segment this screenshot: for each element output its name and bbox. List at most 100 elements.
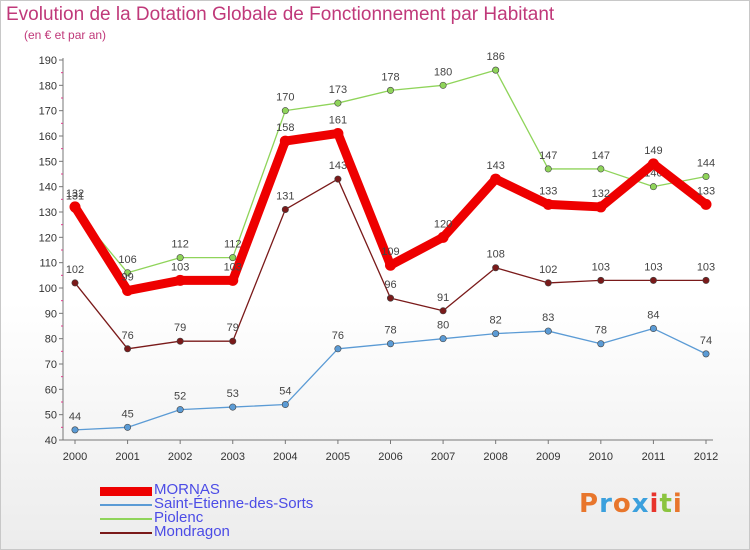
data-point-mondragon bbox=[544, 279, 552, 287]
data-label-mondragon: 143 bbox=[329, 160, 347, 172]
x-tick-label: 2004 bbox=[273, 451, 297, 463]
data-label-saint-etienne-des-sorts: 76 bbox=[332, 330, 344, 342]
data-label-mondragon: 76 bbox=[121, 330, 133, 342]
y-tick-label: 50 bbox=[45, 410, 57, 422]
data-point-saint-etienne-des-sorts bbox=[439, 335, 447, 343]
data-label-mondragon: 96 bbox=[384, 279, 396, 291]
data-label-mornas: 133 bbox=[539, 185, 557, 197]
legend-label: Piolenc bbox=[154, 509, 204, 526]
x-tick-label: 2010 bbox=[589, 451, 613, 463]
data-point-piolenc bbox=[334, 99, 342, 107]
data-point-mornas bbox=[122, 285, 134, 297]
data-label-saint-etienne-des-sorts: 45 bbox=[121, 408, 133, 420]
data-point-piolenc bbox=[439, 81, 447, 89]
data-point-saint-etienne-des-sorts bbox=[334, 345, 342, 353]
logo-letter: P bbox=[579, 489, 600, 519]
x-tick-label: 2005 bbox=[326, 451, 350, 463]
proxiti-logo: Proxiti bbox=[579, 489, 683, 519]
data-point-mondragon bbox=[597, 276, 605, 284]
data-point-saint-etienne-des-sorts bbox=[702, 350, 710, 358]
data-label-saint-etienne-des-sorts: 82 bbox=[490, 315, 502, 327]
data-label-mondragon: 108 bbox=[486, 249, 504, 261]
x-tick-label: 2008 bbox=[483, 451, 507, 463]
data-point-mornas bbox=[385, 259, 396, 271]
data-label-saint-etienne-des-sorts: 83 bbox=[542, 312, 554, 324]
data-label-mondragon: 102 bbox=[539, 264, 557, 276]
data-label-mornas: 103 bbox=[171, 261, 189, 273]
data-point-piolenc bbox=[492, 66, 500, 74]
data-point-mornas bbox=[700, 198, 712, 210]
data-label-piolenc: 112 bbox=[171, 239, 189, 251]
data-point-mondragon bbox=[439, 307, 447, 315]
data-point-saint-etienne-des-sorts bbox=[281, 401, 289, 409]
data-point-saint-etienne-des-sorts bbox=[71, 426, 79, 434]
x-tick-label: 2007 bbox=[431, 451, 455, 463]
data-point-piolenc bbox=[649, 183, 657, 191]
data-label-piolenc: 147 bbox=[592, 150, 610, 162]
data-point-piolenc bbox=[544, 165, 552, 173]
y-tick-label: 90 bbox=[45, 308, 57, 320]
data-label-piolenc: 112 bbox=[224, 239, 242, 251]
data-label-mornas: 149 bbox=[644, 145, 662, 157]
legend-swatch bbox=[100, 518, 152, 520]
data-label-piolenc: 147 bbox=[539, 150, 557, 162]
x-tick-label: 2001 bbox=[115, 451, 139, 463]
legend-swatch bbox=[100, 504, 152, 506]
data-label-piolenc: 131 bbox=[66, 190, 84, 202]
data-label-saint-etienne-des-sorts: 78 bbox=[595, 325, 607, 337]
data-label-piolenc: 106 bbox=[118, 254, 136, 266]
y-tick-label: 100 bbox=[39, 283, 57, 295]
data-point-mornas bbox=[542, 198, 554, 210]
logo-letter: x bbox=[631, 489, 650, 519]
data-label-piolenc: 178 bbox=[381, 71, 399, 83]
data-point-mornas bbox=[595, 201, 607, 213]
data-point-piolenc bbox=[386, 86, 394, 94]
data-label-mornas: 143 bbox=[486, 160, 504, 172]
data-label-mornas: 120 bbox=[434, 218, 452, 230]
legend-swatch bbox=[100, 487, 152, 496]
x-tick-label: 2003 bbox=[221, 451, 245, 463]
data-label-saint-etienne-des-sorts: 74 bbox=[700, 335, 712, 347]
data-label-mondragon: 79 bbox=[174, 322, 186, 334]
data-label-mondragon: 131 bbox=[276, 190, 294, 202]
data-label-mondragon: 103 bbox=[644, 261, 662, 273]
data-label-mornas: 158 bbox=[276, 122, 294, 134]
data-label-mornas: 133 bbox=[697, 185, 715, 197]
data-point-mornas bbox=[647, 158, 659, 170]
data-point-mornas bbox=[279, 135, 291, 147]
x-tick-label: 2011 bbox=[642, 451, 666, 463]
data-point-saint-etienne-des-sorts bbox=[176, 406, 184, 414]
legend-label: Saint-Étienne-des-Sorts bbox=[154, 495, 314, 512]
logo-letter: r bbox=[599, 489, 613, 519]
data-point-piolenc bbox=[597, 165, 605, 173]
data-point-piolenc bbox=[124, 269, 132, 277]
data-label-piolenc: 180 bbox=[434, 66, 452, 78]
data-label-piolenc: 170 bbox=[276, 92, 294, 104]
data-point-mondragon bbox=[281, 205, 289, 213]
x-tick-label: 2006 bbox=[378, 451, 402, 463]
data-label-piolenc: 186 bbox=[486, 51, 504, 63]
x-tick-label: 2009 bbox=[536, 451, 560, 463]
data-label-mornas: 132 bbox=[66, 188, 84, 200]
data-label-mornas: 161 bbox=[329, 114, 347, 126]
data-point-mornas bbox=[490, 173, 502, 185]
y-tick-label: 70 bbox=[45, 359, 57, 371]
data-label-mondragon: 102 bbox=[66, 264, 84, 276]
y-tick-label: 60 bbox=[45, 384, 57, 396]
data-label-mondragon: 103 bbox=[592, 261, 610, 273]
data-point-saint-etienne-des-sorts bbox=[386, 340, 394, 348]
chart-subtitle: (en € et par an) bbox=[24, 28, 107, 42]
data-label-piolenc: 144 bbox=[697, 158, 715, 170]
y-tick-label: 190 bbox=[39, 55, 57, 67]
data-point-mondragon bbox=[71, 279, 79, 287]
data-point-piolenc bbox=[176, 254, 184, 262]
data-point-mondragon bbox=[124, 345, 132, 353]
data-point-mornas bbox=[332, 127, 344, 139]
y-tick-label: 110 bbox=[39, 258, 57, 270]
data-point-piolenc bbox=[281, 107, 289, 115]
data-label-mornas: 99 bbox=[121, 272, 133, 284]
data-point-mondragon bbox=[176, 337, 184, 345]
y-tick-label: 80 bbox=[45, 334, 57, 346]
data-point-mornas bbox=[227, 274, 239, 286]
